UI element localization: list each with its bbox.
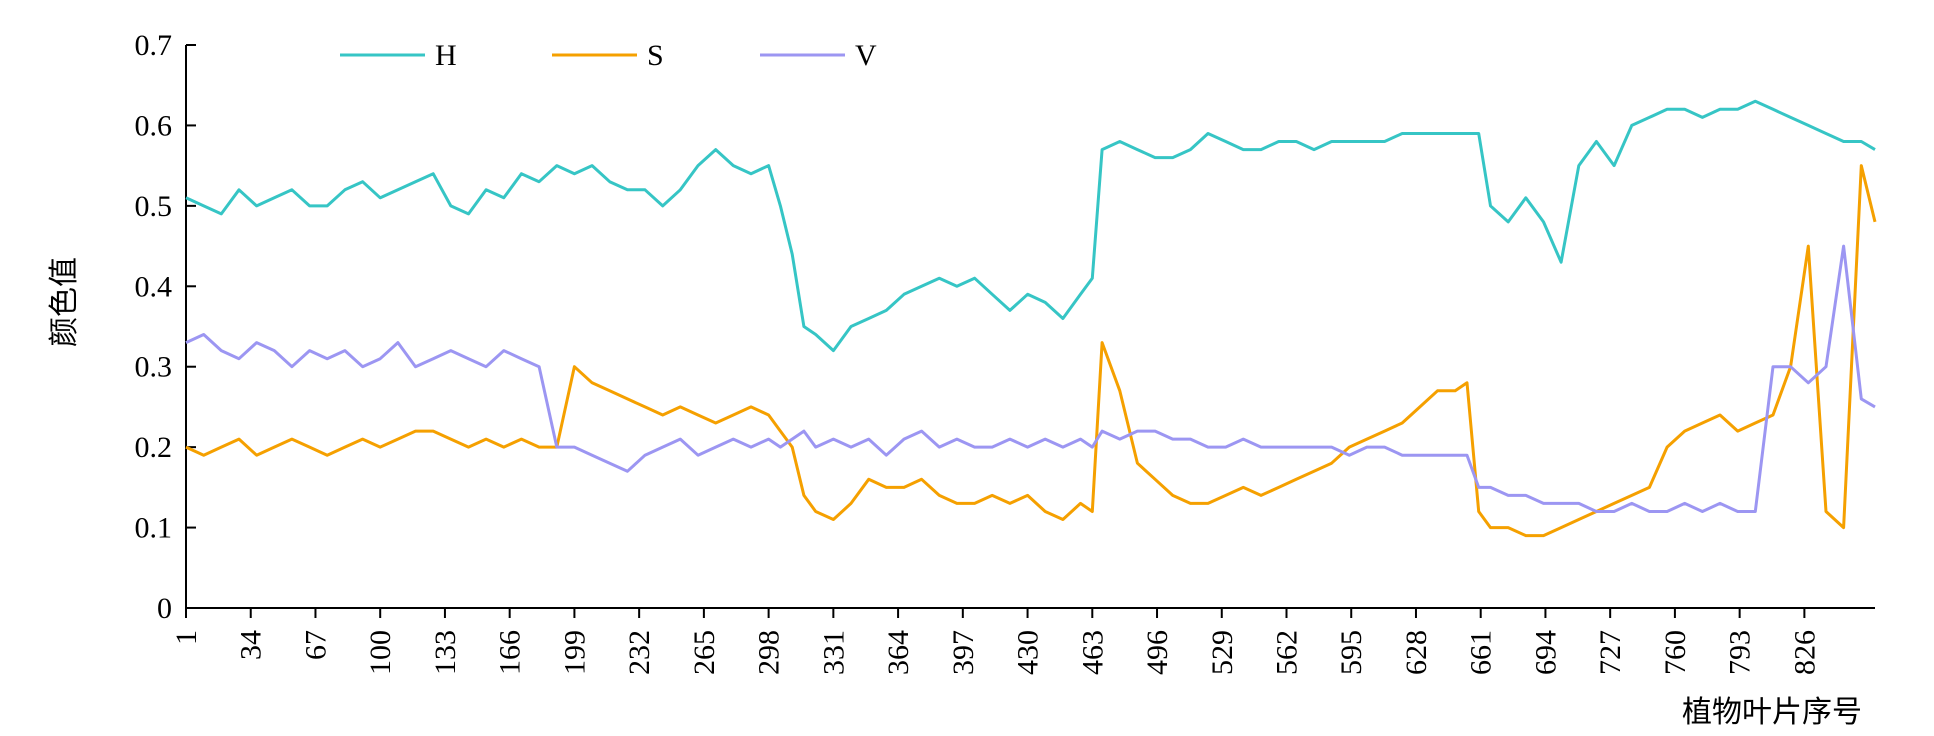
x-tick-label: 100 [364, 630, 397, 675]
x-tick-label: 826 [1788, 630, 1821, 675]
x-tick-label: 661 [1465, 630, 1498, 675]
x-tick-label: 727 [1594, 630, 1627, 675]
x-tick-label: 628 [1400, 630, 1433, 675]
x-tick-label: 166 [494, 630, 527, 675]
y-ticks: 0 0.1 0.2 0.3 0.4 0.5 0.6 0.7 [135, 29, 196, 625]
series-line-S [185, 164, 1877, 538]
x-ticks: 1 34 67 100 133 166 199 232 265 298 331 364 397 430 46… [170, 608, 1821, 675]
series-line-V [185, 244, 1876, 513]
x-axis-title: 植物叶片序号 [1682, 696, 1862, 729]
y-tick-label: 0 [157, 592, 172, 625]
x-tick-label: 595 [1335, 630, 1368, 675]
x-tick-label: 298 [753, 630, 786, 675]
x-tick-label: 496 [1141, 630, 1174, 675]
y-tick-label: 0.7 [135, 29, 173, 62]
legend-label-S: S [647, 39, 664, 72]
y-axis-title: 颜色值 [48, 257, 81, 347]
x-tick-label: 1 [170, 630, 203, 645]
y-tick-label: 0.1 [135, 512, 173, 545]
x-tick-label: 760 [1659, 630, 1692, 675]
x-tick-label: 562 [1270, 630, 1303, 675]
x-tick-label: 397 [947, 630, 980, 675]
x-tick-label: 331 [817, 630, 850, 675]
x-tick-label: 199 [558, 630, 591, 675]
x-tick-label: 34 [235, 630, 268, 660]
x-tick-label: 133 [429, 630, 462, 675]
x-tick-label: 463 [1076, 630, 1109, 675]
x-tick-label: 232 [623, 630, 656, 675]
x-tick-label: 67 [299, 630, 332, 660]
legend-label-V: V [855, 39, 877, 72]
x-tick-label: 430 [1012, 630, 1045, 675]
x-tick-label: 364 [882, 630, 915, 675]
y-tick-label: 0.4 [135, 270, 173, 303]
y-tick-label: 0.3 [135, 351, 173, 384]
series-lines [185, 99, 1877, 538]
x-tick-label: 529 [1206, 630, 1239, 675]
axes [185, 45, 1875, 609]
x-tick-label: 694 [1529, 630, 1562, 675]
series-line-H [185, 99, 1876, 353]
x-tick-label: 793 [1724, 630, 1757, 675]
y-tick-label: 0.6 [135, 109, 173, 142]
x-tick-label: 265 [688, 630, 721, 675]
y-tick-label: 0.2 [135, 431, 173, 464]
y-tick-label: 0.5 [135, 190, 173, 223]
legend-label-H: H [435, 39, 457, 72]
